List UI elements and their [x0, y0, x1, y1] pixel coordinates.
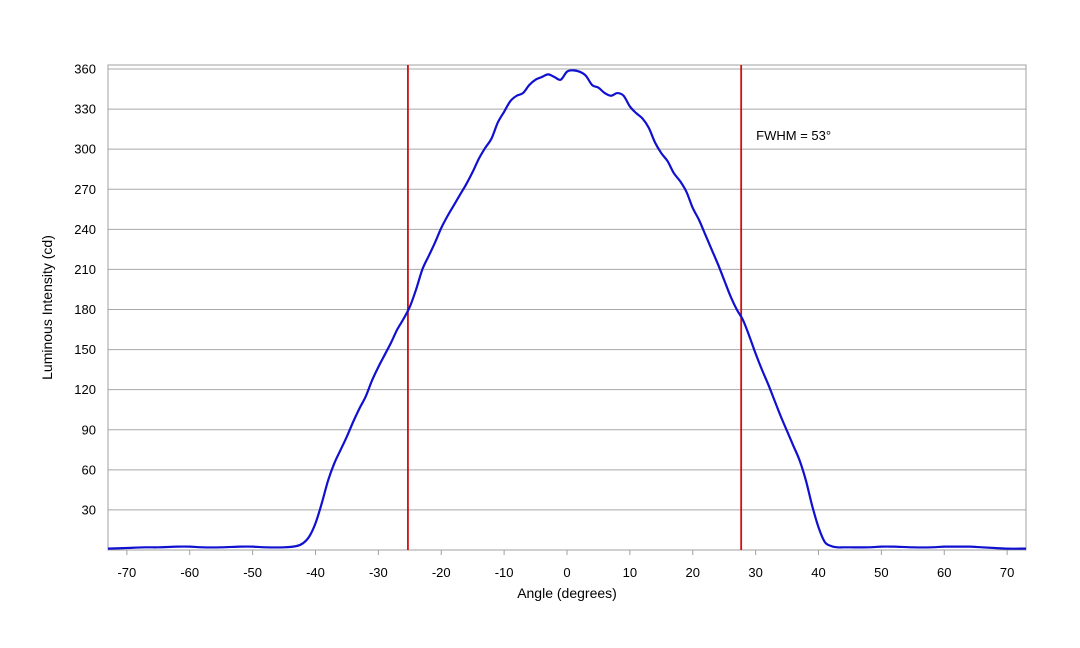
y-tick-label: 180: [74, 302, 96, 317]
y-tick-label: 270: [74, 182, 96, 197]
x-tick-label: 30: [748, 565, 762, 580]
intensity-curve: [107, 69, 1026, 550]
x-tick-label: 10: [623, 565, 637, 580]
gridlines: [108, 68, 1026, 511]
x-tick-label: -10: [495, 565, 514, 580]
y-tick-label: 120: [74, 382, 96, 397]
y-axis-ticks: 30 60 90 120 150 180 210 240 270 300 330 360: [74, 62, 96, 518]
x-tick-label: -70: [117, 565, 136, 580]
y-tick-label: 300: [74, 142, 96, 157]
y-tick-label: 150: [74, 342, 96, 357]
x-tick-label: -20: [432, 565, 451, 580]
y-axis-title: Luminous Intensity (cd): [39, 235, 55, 380]
x-tick-label: 50: [874, 565, 888, 580]
x-tick-label: -50: [243, 565, 262, 580]
x-tick-label: 40: [811, 565, 825, 580]
y-tick-label: 360: [74, 62, 96, 77]
y-tick-label: 60: [82, 462, 96, 477]
y-tick-label: 30: [82, 502, 96, 517]
x-tick-label: 60: [937, 565, 951, 580]
y-tick-label: 90: [82, 422, 96, 437]
fwhm-markers: [407, 65, 743, 550]
plot-area-frame: [107, 64, 1027, 551]
x-tick-label: 0: [563, 565, 570, 580]
x-axis-ticks: -70 -60 -50 -40 -30 -20 -10 0 10 20 30 40 50 60 70: [117, 550, 1014, 580]
x-tick-label: 20: [686, 565, 700, 580]
fwhm-annotation: FWHM = 53°: [756, 128, 831, 143]
x-tick-label: -60: [180, 565, 199, 580]
x-axis-title: Angle (degrees): [517, 585, 617, 601]
x-tick-label: -30: [369, 565, 388, 580]
y-tick-label: 330: [74, 102, 96, 117]
y-tick-label: 240: [74, 222, 96, 237]
y-tick-label: 210: [74, 262, 96, 277]
x-tick-label: 70: [1000, 565, 1014, 580]
x-tick-label: -40: [306, 565, 325, 580]
